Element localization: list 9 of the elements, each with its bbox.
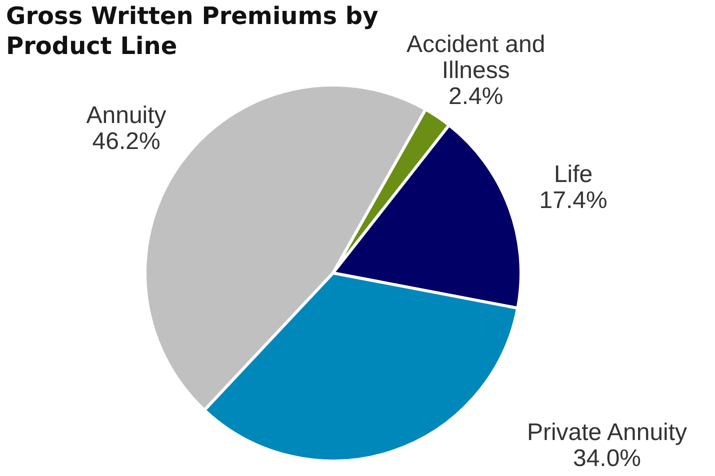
slice-label: Life — [554, 161, 593, 188]
slice-label: Private Annuity — [526, 419, 688, 446]
chart-title: Gross Written Premiums by Product Line — [6, 2, 379, 60]
data-label: 2.4% — [448, 82, 504, 110]
slice-label: Accident and Illness — [406, 30, 546, 84]
data-label: 17.4% — [539, 187, 608, 214]
data-label: 34.0% — [572, 445, 642, 472]
slice-label: Annuity — [86, 102, 166, 130]
data-label: 46.2% — [92, 128, 160, 156]
